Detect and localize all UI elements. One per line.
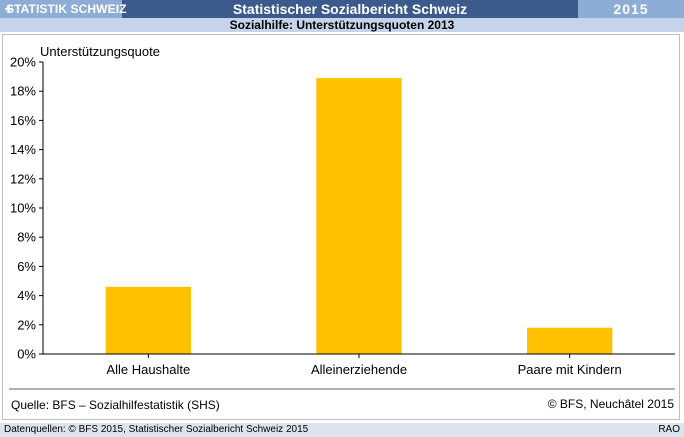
source-text: Quelle: BFS – Sozialhilfestatistik (SHS) bbox=[11, 398, 220, 412]
y-tick-label: 0% bbox=[17, 347, 36, 362]
y-tick-label: 16% bbox=[10, 113, 36, 128]
x-category-label: Alle Haushalte bbox=[106, 362, 190, 377]
y-tick-label: 8% bbox=[17, 230, 36, 245]
y-tick-label: 18% bbox=[10, 84, 36, 99]
x-axis-labels: Alle Haushalte Alleinerziehende Paare mit … bbox=[106, 354, 622, 377]
y-tick-label: 12% bbox=[10, 171, 36, 186]
chart-subtitle: Sozialhilfe: Unterstützungsquoten 2013 bbox=[0, 18, 684, 32]
footer-bar: Datenquellen: © BFS 2015, Statistischer … bbox=[0, 423, 684, 437]
bars bbox=[105, 78, 613, 354]
bar bbox=[316, 78, 402, 354]
x-category-label: Alleinerziehende bbox=[311, 362, 407, 377]
y-tick-label: 6% bbox=[17, 259, 36, 274]
y-tick-label: 10% bbox=[10, 201, 36, 216]
logo-text: STATISTIK SCHWEIZ bbox=[6, 2, 127, 16]
header-bar: STATISTIK SCHWEIZ Statistischer Sozialbe… bbox=[0, 0, 684, 18]
y-tick-label: 2% bbox=[17, 317, 36, 332]
footer-data-sources: Datenquellen: © BFS 2015, Statistischer … bbox=[4, 424, 309, 435]
y-tick-label: 4% bbox=[17, 288, 36, 303]
report-year: 2015 bbox=[578, 0, 684, 18]
logo: STATISTIK SCHWEIZ bbox=[0, 0, 126, 18]
y-tick-label: 14% bbox=[10, 142, 36, 157]
bar bbox=[105, 286, 191, 354]
copyright-text: © BFS, Neuchâtel 2015 bbox=[548, 397, 675, 411]
report-title: Statistischer Sozialbericht Schweiz bbox=[232, 1, 468, 17]
y-axis-title: Unterstützungsquote bbox=[40, 44, 160, 59]
bar bbox=[527, 327, 613, 354]
footer-code: RAO bbox=[658, 424, 680, 435]
bar-chart: Unterstützungsquote 0% 2% 4% 6% 8% 10% 12% 14% 1… bbox=[9, 44, 675, 412]
y-axis-ticks: 0% 2% 4% 6% 8% 10% 12% 14% 16% 18% 20% bbox=[10, 55, 43, 362]
x-category-label: Paare mit Kindern bbox=[518, 362, 622, 377]
y-tick-label: 20% bbox=[10, 55, 36, 70]
chart-frame: Unterstützungsquote 0% 2% 4% 6% 8% 10% 12% 14% 1… bbox=[2, 34, 680, 420]
